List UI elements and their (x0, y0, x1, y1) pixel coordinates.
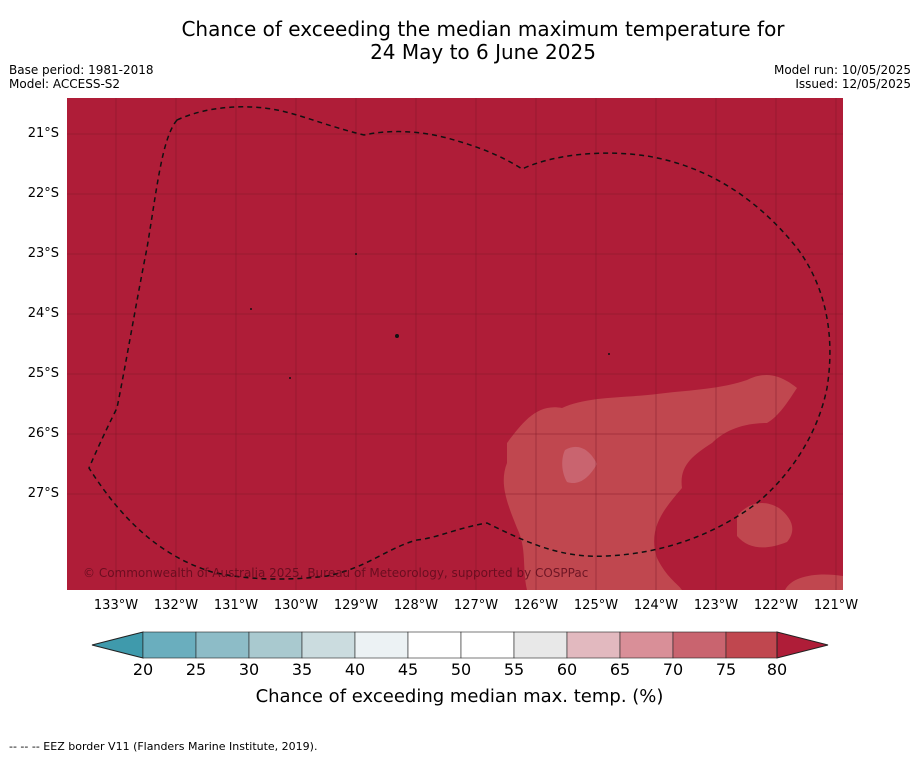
base-period: Base period: 1981-2018 (9, 63, 154, 77)
colorbar-tick-60: 60 (556, 660, 578, 679)
lon-label-126w: 126°W (513, 598, 559, 613)
eez-footnote: -- -- -- EEZ border V11 (Flanders Marine… (9, 740, 318, 753)
lon-label-123w: 123°W (693, 598, 739, 613)
lon-label-121w: 121°W (813, 598, 859, 613)
lat-label-26s: 26°S (27, 426, 59, 441)
lat-label-27s: 27°S (27, 486, 59, 501)
zone-70-75-b (737, 502, 793, 548)
map-svg: © Commonwealth of Australia 2025, Bureau… (67, 98, 843, 590)
colorbar-segments (142, 631, 778, 659)
lon-label-128w: 128°W (393, 598, 439, 613)
lon-label-132w: 132°W (153, 598, 199, 613)
meta-right: Model run: 10/05/2025 Issued: 12/05/2025 (774, 63, 911, 91)
lon-label-129w: 129°W (333, 598, 379, 613)
zone-65-70-a (562, 446, 597, 484)
colorbar-tick-50: 50 (450, 660, 472, 679)
colorbar-tick-30: 30 (238, 660, 260, 679)
lat-label-24s: 24°S (27, 306, 59, 321)
colorbar-tick-70: 70 (662, 660, 684, 679)
map-title: Chance of exceeding the median maximum t… (0, 18, 919, 64)
lat-label-21s: 21°S (27, 126, 59, 141)
lon-label-124w: 124°W (633, 598, 679, 613)
lon-label-130w: 130°W (273, 598, 319, 613)
lat-label-25s: 25°S (27, 366, 59, 381)
lon-label-122w: 122°W (753, 598, 799, 613)
islands (250, 253, 610, 379)
colorbar (90, 630, 830, 664)
colorbar-tick-35: 35 (291, 660, 313, 679)
map-background (67, 98, 843, 590)
zone-70-75 (503, 374, 797, 590)
issued-date: Issued: 12/05/2025 (795, 77, 911, 91)
map-panel: © Commonwealth of Australia 2025, Bureau… (67, 98, 843, 590)
lat-label-22s: 22°S (27, 186, 59, 201)
zone-70-75-c (785, 574, 843, 590)
colorbar-low-extension (91, 631, 144, 659)
grid-lines (67, 98, 843, 590)
model-name: Model: ACCESS-S2 (9, 77, 121, 91)
colorbar-tick-65: 65 (609, 660, 631, 679)
colorbar-tick-55: 55 (503, 660, 525, 679)
colorbar-tick-40: 40 (344, 660, 366, 679)
lon-label-127w: 127°W (453, 598, 499, 613)
eez-border (88, 106, 831, 580)
copyright-text: © Commonwealth of Australia 2025, Bureau… (83, 566, 588, 580)
title-line-1: Chance of exceeding the median maximum t… (181, 17, 785, 41)
colorbar-tick-75: 75 (715, 660, 737, 679)
model-run: Model run: 10/05/2025 (773, 63, 911, 77)
lat-label-23s: 23°S (27, 246, 59, 261)
lon-label-131w: 131°W (213, 598, 259, 613)
colorbar-label: Chance of exceeding median max. temp. (%… (255, 686, 664, 707)
colorbar-high-extension (776, 631, 829, 659)
colorbar-tick-45: 45 (397, 660, 419, 679)
lon-label-125w: 125°W (573, 598, 619, 613)
colorbar-tick-25: 25 (185, 660, 207, 679)
title-line-2: 24 May to 6 June 2025 (370, 40, 596, 64)
meta-left: Base period: 1981-2018 Model: ACCESS-S2 (9, 63, 154, 91)
colorbar-tick-20: 20 (132, 660, 154, 679)
lon-label-133w: 133°W (93, 598, 139, 613)
colorbar-tick-80: 80 (766, 660, 788, 679)
colorbar-svg (91, 631, 829, 659)
